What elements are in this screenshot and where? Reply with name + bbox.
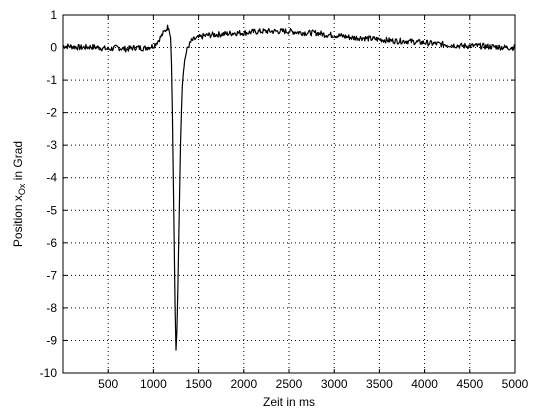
y-tick-label: -10 [40,366,58,380]
x-tick-label: 2000 [230,377,257,391]
y-tick-labels: 1 0 -1 -2 -3 -4 -5 -6 -7 -8 -9 -10 [40,8,58,380]
y-tick-label: -6 [46,236,57,250]
y-tick-label: -9 [46,333,57,347]
y-tick-label: -1 [46,73,57,87]
x-tick-label: 5000 [502,377,529,391]
x-tick-label: 500 [98,377,118,391]
y-axis-label: Position xOx in Grad [11,141,27,247]
tick-marks [63,14,516,374]
x-axis-label: Zeit in ms [263,395,315,409]
y-tick-label: -5 [46,203,57,217]
y-tick-label: -8 [46,301,57,315]
y-axis-label-suffix: in Grad [11,141,25,184]
y-tick-label: -7 [46,268,57,282]
x-tick-label: 3000 [321,377,348,391]
y-tick-label: -4 [46,171,57,185]
x-tick-label: 2500 [276,377,303,391]
data-line [62,24,516,351]
grid [63,15,515,373]
x-tick-label: 1500 [185,377,212,391]
y-axis-label-prefix: Position x [11,195,25,247]
x-tick-label: 4500 [456,377,483,391]
x-tick-label: 4000 [411,377,438,391]
x-tick-labels: 500 1000 1500 2000 2500 3000 3500 4000 4500 5000 [98,377,528,391]
y-tick-label: 0 [50,41,57,55]
y-tick-label: 1 [50,8,57,22]
y-tick-label: -3 [46,138,57,152]
x-tick-label: 3500 [366,377,393,391]
x-tick-label: 1000 [140,377,167,391]
y-axis-label-subscript: Ox [17,183,27,195]
y-tick-label: -2 [46,106,57,120]
